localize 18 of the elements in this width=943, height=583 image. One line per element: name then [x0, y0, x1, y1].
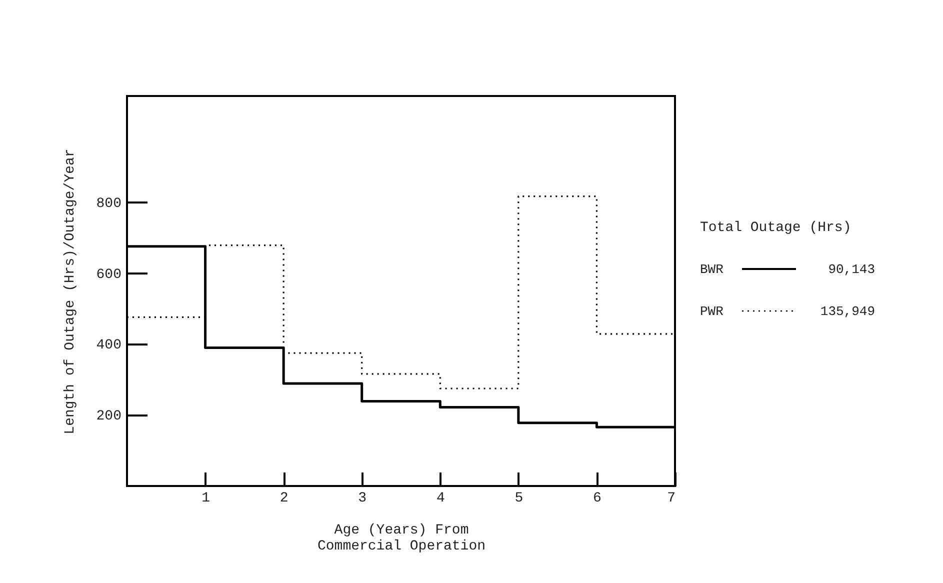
y-tick-label: 200 [96, 408, 122, 425]
y-axis-title: Length of Outage (Hrs)/Outage/Year [62, 148, 78, 434]
y-tick-label: 600 [96, 266, 122, 283]
x-axis-title: Age (Years) From Commercial Operation [317, 522, 486, 554]
y-tick-label: 400 [96, 338, 122, 354]
text: 90,143 [828, 262, 875, 277]
x-tick-label: 2 [280, 490, 288, 506]
x-tick-label: 4 [436, 490, 445, 506]
x-tick-label: 7 [667, 490, 676, 506]
legend-label: PWR [700, 304, 724, 319]
x-tick-label: 3 [358, 490, 367, 506]
x-tick-label: 1 [202, 490, 210, 506]
legend-label: BWR [700, 262, 724, 277]
legend-title: Total Outage (Hrs) [700, 220, 852, 236]
text: 135,949 [820, 304, 875, 319]
y-tick-label: 800 [96, 196, 122, 212]
x-tick-label: 5 [514, 490, 524, 506]
x-tick-label: 6 [593, 490, 602, 506]
